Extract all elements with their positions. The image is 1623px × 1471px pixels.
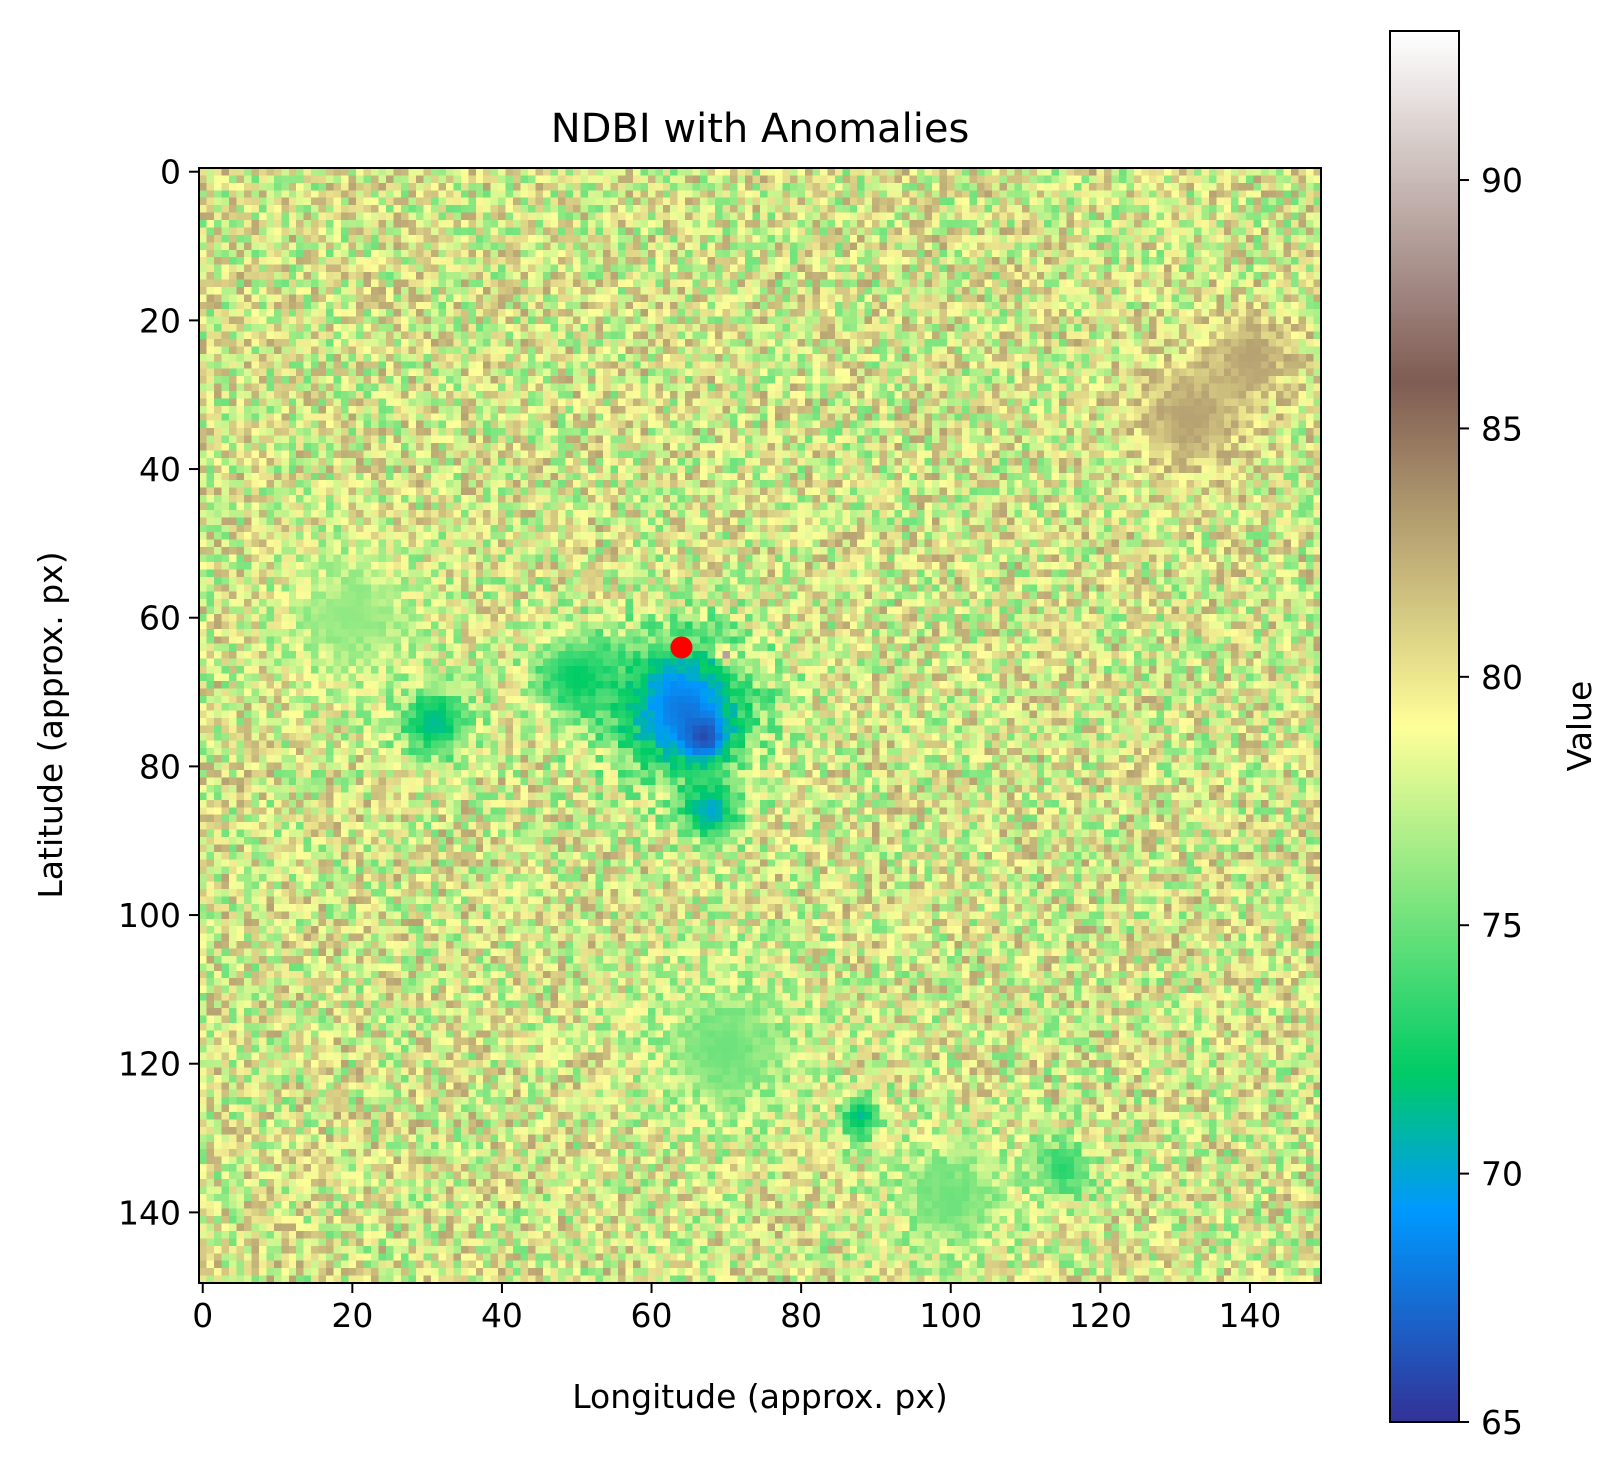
- x-tick-label: 80: [780, 1296, 822, 1335]
- y-axis-ticks: 0 20 40 60 80 100 120 140: [118, 153, 199, 1232]
- x-tick-label: 20: [331, 1296, 373, 1335]
- x-tick-label: 100: [919, 1296, 982, 1335]
- colorbar-label: Value: [1560, 681, 1599, 772]
- colorbar-gradient: [1390, 31, 1459, 1422]
- x-tick-label: 120: [1069, 1296, 1132, 1335]
- x-tick-label: 140: [1218, 1296, 1281, 1335]
- y-tick-label: 40: [139, 450, 181, 489]
- x-tick-label: 60: [631, 1296, 673, 1335]
- y-tick-label: 0: [160, 153, 181, 192]
- anomaly-point: [670, 636, 693, 659]
- colorbar-ticks: 65 70 75 80 85 90: [1459, 161, 1523, 1442]
- colorbar-tick-label: 90: [1481, 161, 1523, 200]
- y-axis-label: Latitude (approx. px): [31, 551, 70, 898]
- x-tick-label: 0: [192, 1296, 213, 1335]
- colorbar-tick-label: 85: [1481, 409, 1523, 448]
- x-axis-ticks: 0 20 40 60 80 100 120 140: [192, 1283, 1281, 1335]
- y-tick-label: 100: [118, 896, 181, 935]
- y-tick-label: 20: [139, 301, 181, 340]
- markers-layer: [670, 636, 693, 659]
- y-tick-label: 80: [139, 747, 181, 786]
- y-tick-label: 140: [118, 1193, 181, 1232]
- colorbar-tick-label: 80: [1481, 658, 1523, 697]
- plot-frame: [198, 167, 1322, 1284]
- colorbar-frame: [1389, 30, 1460, 1423]
- x-tick-label: 40: [481, 1296, 523, 1335]
- colorbar-tick-label: 70: [1481, 1155, 1523, 1194]
- colorbar-tick-label: 65: [1481, 1403, 1523, 1442]
- y-tick-label: 60: [139, 599, 181, 638]
- x-axis-label: Longitude (approx. px): [572, 1377, 948, 1416]
- y-tick-label: 120: [118, 1045, 181, 1084]
- chart-title: NDBI with Anomalies: [551, 106, 970, 152]
- heatmap-image: [199, 168, 1321, 1283]
- colorbar-tick-label: 75: [1481, 906, 1523, 945]
